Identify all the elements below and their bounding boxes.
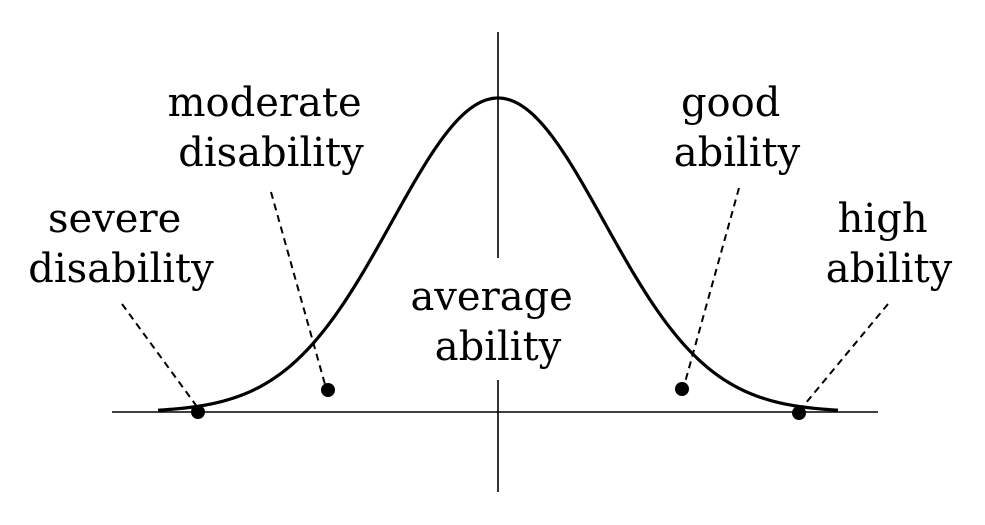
label-high-line1: high — [838, 196, 928, 242]
label-severe-line1: severe — [48, 196, 181, 242]
leader-line-high — [799, 303, 889, 411]
marker-dot-high — [792, 406, 806, 420]
label-high-line2: ability — [826, 246, 953, 292]
marker-dot-severe — [191, 405, 205, 419]
label-average-line1: average — [410, 274, 572, 320]
marker-dot-good — [675, 382, 689, 396]
leader-line-good — [683, 187, 740, 387]
label-moderate-disability: moderate disability — [168, 80, 375, 176]
label-severe-line2: disability — [28, 246, 214, 292]
label-average-line2: ability — [435, 324, 562, 370]
leader-line-moderate — [270, 191, 327, 389]
label-average-ability: average ability — [410, 274, 585, 370]
marker-dot-moderate — [321, 383, 335, 397]
bell-curve — [157, 96, 839, 412]
label-good-line1: good — [681, 80, 780, 126]
label-high-ability: high ability — [826, 196, 953, 292]
label-good-ability: good ability — [674, 80, 801, 176]
leader-line-severe — [121, 303, 199, 409]
label-moderate-line1: moderate — [168, 80, 362, 126]
label-good-line2: ability — [674, 130, 801, 176]
label-moderate-line2: disability — [178, 130, 364, 176]
label-severe-disability: severe disability — [28, 196, 214, 292]
